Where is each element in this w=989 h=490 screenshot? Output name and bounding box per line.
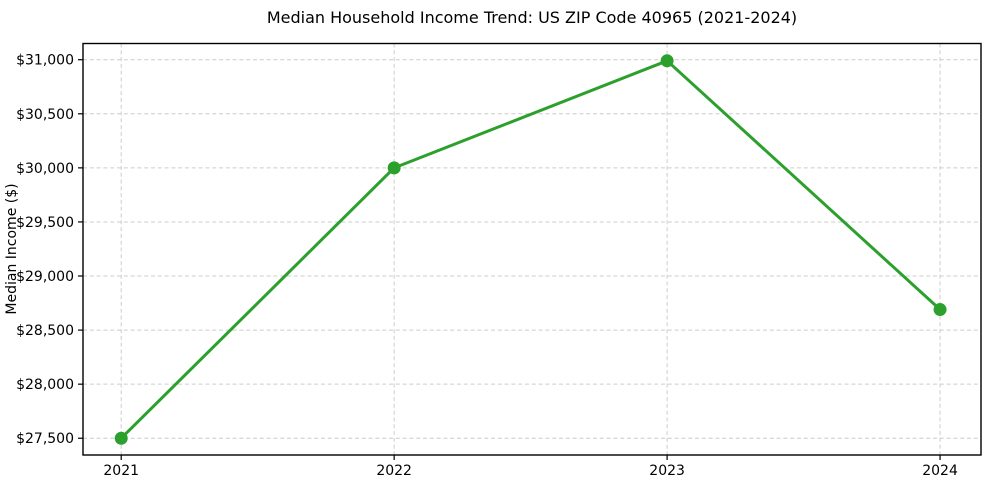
y-tick-label: $31,000 [16,53,74,69]
y-tick-label: $28,000 [16,377,74,393]
y-tick-label: $28,500 [16,323,74,339]
data-point [933,303,947,317]
y-tick-label: $29,000 [16,269,74,285]
axis-layer: $27,500 $28,000 $28,500 $29,000 $29,500 $30,0… [16,42,982,479]
y-tick-label: $29,500 [16,215,74,231]
data-point [660,54,674,68]
plot-border [82,42,982,456]
x-tick-label: 2021 [103,463,139,479]
x-tick-label: 2022 [376,463,412,479]
x-tick-label: 2023 [649,463,685,479]
x-tick-label: 2024 [922,463,958,479]
grid-layer [83,43,981,455]
income-trend-line [119,59,942,440]
y-tick-label: $30,500 [16,107,74,123]
chart-title: Median Household Income Trend: US ZIP Co… [267,8,797,27]
data-point [114,431,128,445]
data-layer [114,54,947,445]
data-point [387,161,401,175]
y-tick-label: $30,000 [16,161,74,177]
y-axis-label: Median Income ($) [4,183,20,314]
y-tick-label: $27,500 [16,431,74,447]
